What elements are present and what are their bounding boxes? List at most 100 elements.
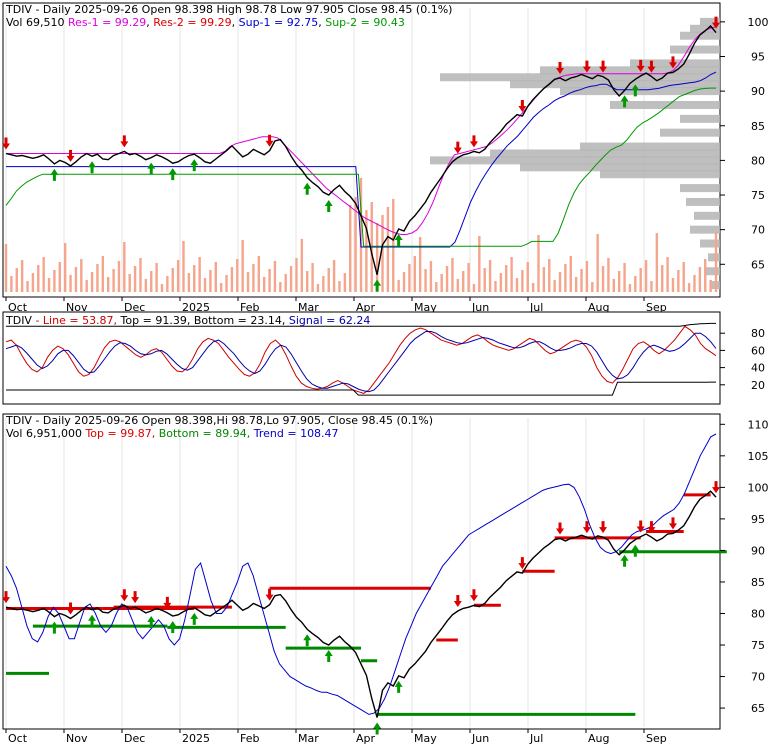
volume-bar (85, 280, 88, 292)
volume-profile-bar (540, 66, 720, 75)
volume-bar (639, 268, 642, 292)
volume-bar (20, 260, 24, 292)
x-tick-label: 2025 (182, 732, 210, 745)
x-tick-label: May (414, 301, 437, 314)
x-tick-label: Mar (298, 732, 319, 745)
x-tick-label: Apr (356, 732, 376, 745)
volume-bar (214, 262, 217, 292)
volume-bar (63, 243, 67, 292)
volume-bar (569, 256, 572, 292)
volume-bar (402, 272, 406, 292)
volume-bar (295, 258, 298, 292)
volume-profile-bar (670, 45, 720, 54)
top-label: Top = 99.87, (84, 427, 155, 440)
panel1-lines (5, 24, 717, 275)
y-tick-label: 75 (751, 639, 765, 652)
volume-bar (666, 257, 669, 292)
volume-bar (429, 261, 433, 292)
volume-bar (655, 233, 659, 292)
y-tick-label: 40 (751, 362, 765, 375)
buy-arrow-icon (373, 722, 382, 735)
volume-bar (236, 259, 239, 292)
sell-arrow-icon (131, 591, 140, 604)
y-tick-label: 95 (751, 513, 765, 526)
volume-bar (219, 283, 223, 292)
volume-bar (182, 241, 185, 292)
x-tick-label: May (414, 732, 437, 745)
volume-bar (644, 260, 648, 292)
volume-bar (440, 274, 443, 292)
panel1: 65 70 75 80 85 90 95 100 Oct Nov Dec 2025 Feb Mar Apr… (2, 2, 769, 314)
sell-arrow-icon (120, 589, 129, 602)
panel1-header-rest: - Daily 2025-09-26 Open 98.398 High 98.7… (32, 3, 452, 16)
x-tick-label: Aug (588, 732, 609, 745)
volume-bar (160, 284, 164, 292)
volume-bar (499, 273, 503, 292)
buy-arrow-icon (190, 612, 199, 625)
panel1-ticker: TDIV (5, 3, 32, 16)
sell-arrow-icon (636, 59, 645, 72)
volume-bar (574, 277, 578, 292)
volume-bar (176, 260, 180, 292)
volume-bar (445, 266, 449, 292)
panel3: 65 70 75 80 85 90 95 100 105 110 Oct Nov Dec 2025 Feb… (2, 413, 769, 745)
volume-bar (279, 282, 282, 292)
volume-bar (628, 284, 632, 292)
panel2-line-label: - Line = 53.87, (32, 314, 117, 327)
sell-arrow-icon (453, 141, 462, 154)
volume-bar (677, 270, 680, 292)
y-tick-label: 105 (748, 450, 769, 463)
volume-bar (682, 262, 685, 292)
sell-arrow-icon (265, 588, 274, 601)
volume-bar (354, 197, 357, 292)
volume-bar (537, 235, 540, 292)
volume-bar (316, 284, 320, 292)
sell-arrow-icon (599, 521, 608, 534)
series-bottom (6, 381, 716, 396)
buy-arrow-icon (631, 84, 640, 97)
volume-bar (69, 275, 72, 292)
volume-bar (494, 281, 497, 292)
volume-profile-bar (520, 163, 720, 172)
volume-bar (435, 282, 438, 292)
volume-bar (704, 259, 707, 292)
volume-bar (332, 260, 336, 292)
y-tick-label: 70 (751, 224, 765, 237)
volume-bar (252, 264, 255, 292)
volume-bar (101, 256, 105, 292)
panel3-vol-label: Vol 6,951,000 (6, 427, 82, 440)
volume-bar (392, 199, 395, 292)
sup1-label: Sup-1 = 92.75 (239, 16, 319, 29)
panel3-frame (2, 413, 721, 730)
y-tick-label: 90 (751, 544, 765, 557)
y-tick-label: 60 (751, 344, 765, 357)
volume-bar (225, 275, 228, 292)
buy-arrow-icon (620, 95, 629, 108)
volume-bar (74, 267, 78, 292)
x-tick-label: Mar (298, 301, 319, 314)
volume-bar (37, 265, 40, 292)
volume-bar (515, 278, 519, 292)
volume-bar (612, 279, 616, 292)
volume-bar (311, 263, 314, 292)
volume-bar (505, 265, 508, 292)
volume-bar (558, 272, 562, 292)
volume-profile-bar (690, 24, 720, 33)
x-tick-label: Jun (471, 301, 489, 314)
volume-bar (623, 263, 626, 292)
volume-bar (408, 264, 411, 292)
panel1-header: TDIV - Daily 2025-09-26 Open 98.398 High… (5, 3, 452, 16)
volume-bar (262, 277, 266, 292)
volume-bar (483, 268, 486, 292)
buy-arrow-icon (88, 161, 97, 174)
volume-bar (198, 257, 201, 292)
volume-bar (322, 276, 325, 292)
x-tick-label: Jun (471, 732, 489, 745)
volume-profile-bar (660, 128, 720, 137)
volume-bar (209, 270, 212, 292)
sell-arrow-icon (2, 591, 10, 604)
panel1-arrows (2, 16, 720, 292)
volume-bar (650, 281, 653, 292)
x-tick-label: Nov (66, 301, 88, 314)
panel3-arrows (2, 481, 720, 735)
